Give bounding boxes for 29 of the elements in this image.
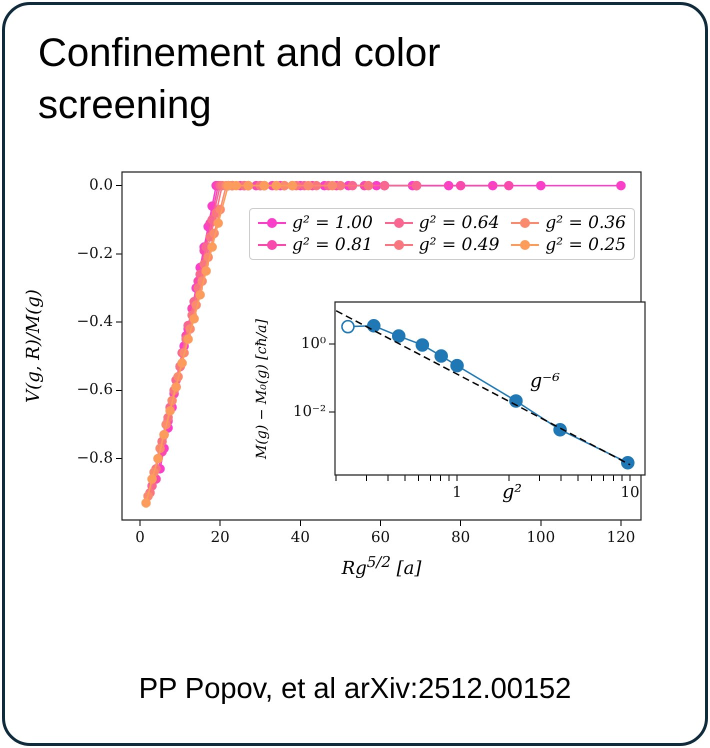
legend-label: g² = 0.25: [545, 235, 626, 255]
legend-label: g² = 0.64: [418, 213, 500, 233]
y-axis-title: M(g) − M₀(g) [cħ/a]: [254, 318, 270, 458]
x-tick-label: 100: [526, 528, 556, 546]
x-tick-label: 20: [210, 528, 230, 546]
y-tick-label: −0.6: [76, 380, 113, 398]
x-tick-label: 60: [370, 528, 390, 546]
y-tick-label: 0.0: [89, 176, 113, 194]
y-tick-label: 10⁻²: [292, 402, 326, 420]
x-axis-title: Rg$^{5/2}$ [a]: [342, 553, 422, 579]
text: PP Popov, et al arXiv:2512.00152: [138, 673, 572, 706]
legend-label: g² = 0.81: [292, 235, 373, 255]
x-tick-label: 80: [451, 528, 470, 546]
x-tick-label: 40: [290, 528, 310, 546]
y-tick-label: 10⁰: [300, 334, 326, 352]
legend-label: g² = 0.36: [545, 213, 626, 233]
x-tick-label: 0: [135, 528, 145, 546]
x-tick-label: 120: [606, 528, 636, 546]
x-axis-title: g²: [502, 481, 522, 503]
y-tick-label: −0.2: [76, 244, 113, 262]
y-axis-title: V(g, R)/M(g): [23, 289, 44, 403]
annotation: g⁻⁶: [530, 370, 560, 392]
legend-label: g² = 1.00: [292, 213, 373, 233]
x-tick-label: 10: [620, 482, 640, 501]
chart-title: Confinement and color screening: [38, 30, 442, 129]
x-tick-label: 1: [452, 482, 462, 501]
y-tick-label: −0.4: [76, 312, 113, 330]
y-tick-label: −0.8: [76, 448, 113, 466]
legend-label: g² = 0.49: [418, 235, 500, 255]
